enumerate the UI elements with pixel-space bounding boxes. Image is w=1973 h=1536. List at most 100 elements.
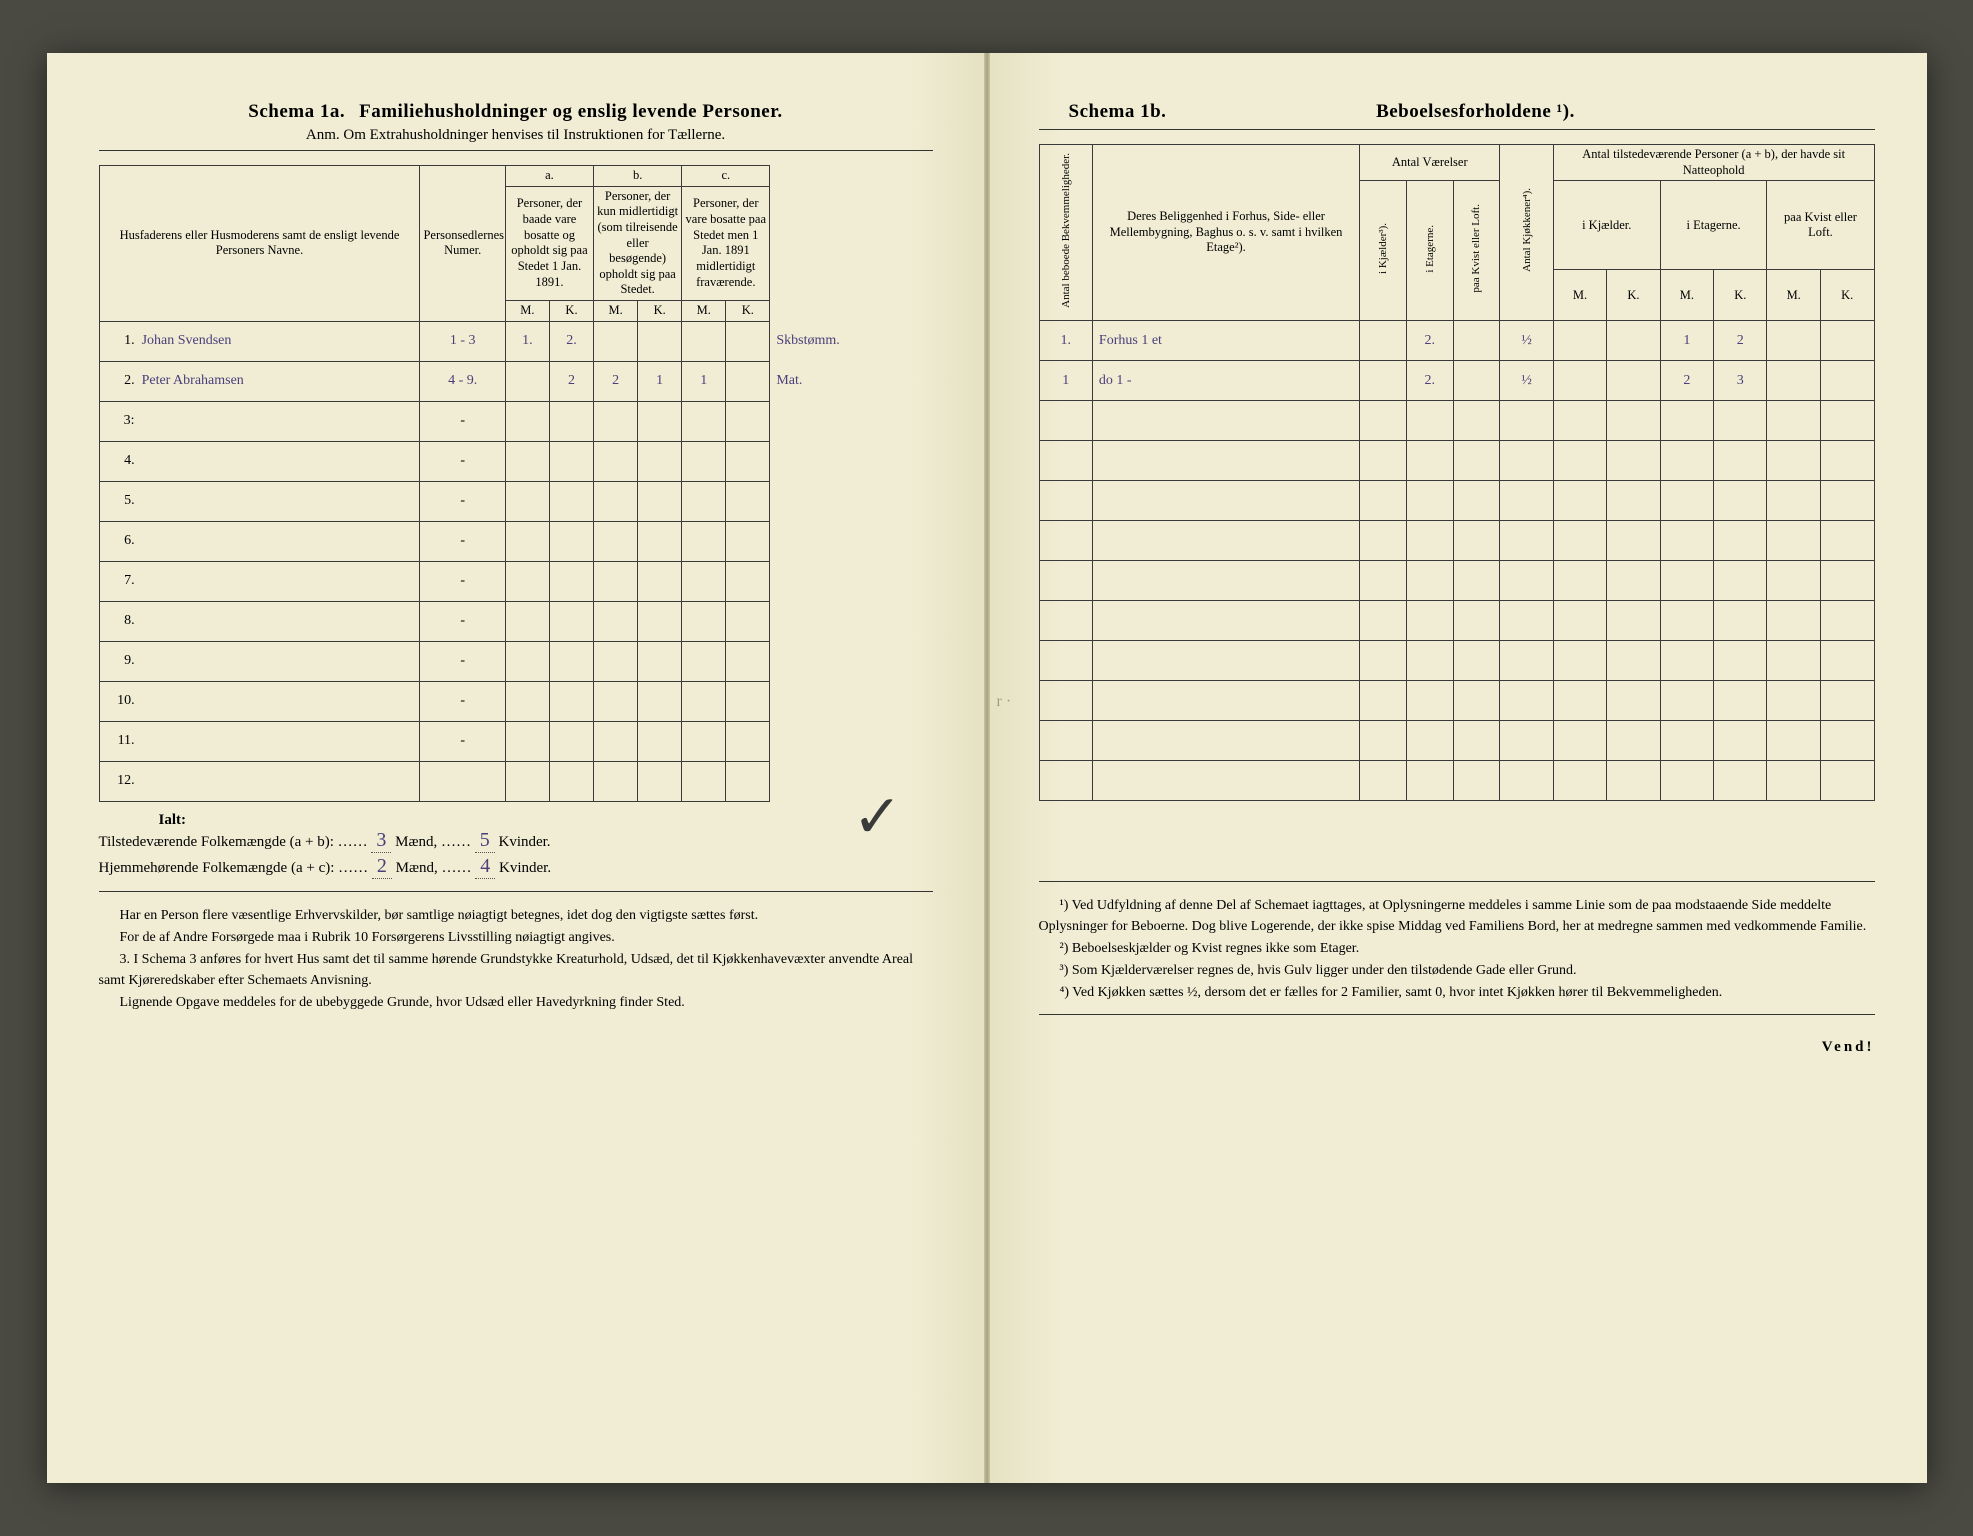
totals-rule [99, 891, 933, 892]
right-page: Schema 1b. Beboelsesforholdene ¹). Antal… [987, 53, 1927, 1483]
row-etM [1660, 481, 1713, 521]
col-v-kj: i Kjælder³). [1360, 181, 1407, 321]
row-etK: 2 [1714, 321, 1767, 361]
row-cK [726, 481, 770, 521]
col-bekvem-text: Antal beboede Bekvemmeligheder. [1060, 153, 1072, 308]
row-etM [1660, 641, 1713, 681]
right-header-rule [1039, 129, 1875, 130]
row-bk [1039, 401, 1092, 441]
row-kvM [1767, 721, 1820, 761]
row-et [1406, 481, 1453, 521]
row-kv [1453, 321, 1500, 361]
book-spread: Schema 1a. Familiehusholdninger og ensli… [47, 53, 1927, 1483]
row-kj [1360, 401, 1407, 441]
row-kjK [1607, 681, 1660, 721]
row-kjK [1607, 521, 1660, 561]
row-ko [1500, 561, 1553, 601]
row-cK [726, 681, 770, 721]
row-kjK [1607, 601, 1660, 641]
row-num: 8. [99, 601, 138, 641]
col-c-text: Personer, der vare bosatte paa Stedet me… [682, 186, 770, 300]
totals-line-1: Tilstedeværende Folkemængde (a + b): …… … [99, 829, 933, 853]
row-kjK [1607, 401, 1660, 441]
row-bk [1039, 521, 1092, 561]
row-bK [638, 721, 682, 761]
row-name [138, 681, 420, 721]
row-kj [1360, 561, 1407, 601]
row-cM [682, 481, 726, 521]
row-bk [1039, 641, 1092, 681]
row-aK [549, 401, 593, 441]
row-etK [1714, 681, 1767, 721]
row-num: 4. [99, 441, 138, 481]
table-row [1039, 441, 1874, 481]
rprose-4-num: ⁴) [1060, 985, 1070, 1000]
row-bel [1092, 721, 1359, 761]
a-k: K. [549, 301, 593, 322]
row-kv [1453, 401, 1500, 441]
rprose-1-num: ¹) [1060, 898, 1069, 913]
kj-k: K. [1607, 270, 1660, 321]
checkmark-icon: ✓ [852, 782, 902, 852]
row-bel: do 1 - [1092, 361, 1359, 401]
row-etM [1660, 401, 1713, 441]
row-bel [1092, 561, 1359, 601]
row-aK [549, 561, 593, 601]
row-bM [594, 681, 638, 721]
row-bM [594, 481, 638, 521]
row-bK [638, 561, 682, 601]
row-kvM [1767, 361, 1820, 401]
row-kjM [1553, 681, 1606, 721]
row-bk [1039, 681, 1092, 721]
tot1-mid: Mænd, …… [395, 834, 471, 850]
row-cK [726, 561, 770, 601]
row-ko [1500, 641, 1553, 681]
row-numer: - [420, 681, 505, 721]
rprose-2-num: ²) [1060, 941, 1069, 956]
row-cK [726, 401, 770, 441]
ialt-label: Ialt: [159, 812, 933, 829]
row-bK [638, 641, 682, 681]
row-ko [1500, 601, 1553, 641]
row-ko [1500, 761, 1553, 801]
col-a-text: Personer, der baade vare bosatte og opho… [505, 186, 593, 300]
row-etM [1660, 721, 1713, 761]
row-cK [726, 321, 770, 361]
table-row [1039, 561, 1874, 601]
row-et: 2. [1406, 321, 1453, 361]
kv-k: K. [1820, 270, 1874, 321]
row-kj [1360, 521, 1407, 561]
row-name [138, 441, 420, 481]
row-cM [682, 321, 726, 361]
schema-1a-label: Schema 1a. [248, 101, 345, 122]
row-aM [505, 641, 549, 681]
row-aK [549, 441, 593, 481]
row-et [1406, 761, 1453, 801]
row-kvM [1767, 401, 1820, 441]
row-note [770, 441, 933, 481]
row-aK [549, 641, 593, 681]
row-note [770, 521, 933, 561]
row-kjM [1553, 521, 1606, 561]
row-kvK [1820, 601, 1874, 641]
row-num: 7. [99, 561, 138, 601]
row-note [770, 761, 933, 801]
rprose-3: ³) Som Kjælderværelser regnes de, hvis G… [1039, 961, 1875, 981]
row-ko [1500, 481, 1553, 521]
row-aM [505, 441, 549, 481]
row-kjM [1553, 721, 1606, 761]
row-bel [1092, 601, 1359, 641]
row-cK [726, 641, 770, 681]
left-page: Schema 1a. Familiehusholdninger og ensli… [47, 53, 987, 1483]
row-aK [549, 521, 593, 561]
row-etK [1714, 441, 1767, 481]
row-note [770, 681, 933, 721]
row-kvM [1767, 681, 1820, 721]
row-bM [594, 561, 638, 601]
schema-1b-title: Beboelsesforholdene ¹). [1376, 101, 1575, 123]
row-et [1406, 441, 1453, 481]
row-aM [505, 481, 549, 521]
tot2-mid: Mænd, …… [396, 860, 472, 876]
row-num: 2. [99, 361, 138, 401]
row-kvM [1767, 561, 1820, 601]
